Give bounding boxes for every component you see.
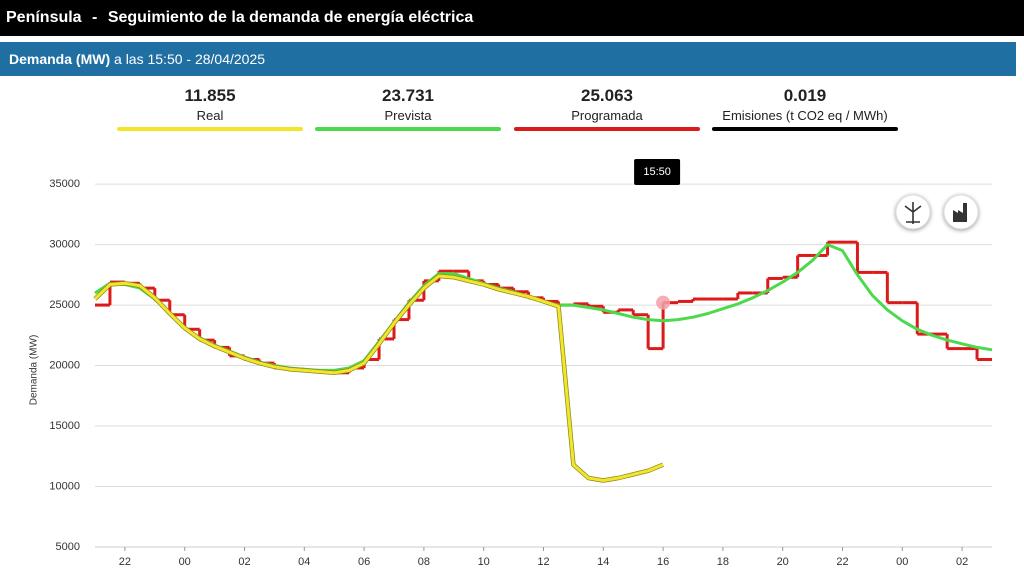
y-tick-label: 15000 (49, 420, 80, 432)
subheader-time: a las 15:50 - 28/04/2025 (114, 51, 266, 67)
subheader: Demanda (MW) a las 15:50 - 28/04/2025 (0, 42, 1016, 76)
summary-item: 23.731 Prevista (315, 86, 501, 131)
summary-swatch (712, 127, 898, 131)
x-tick-label: 14 (597, 556, 609, 568)
subheader-label: Demanda (MW) (9, 51, 111, 67)
summary-item: 0.019 Emisiones (t CO2 eq / MWh) (712, 86, 898, 131)
y-tick-label: 30000 (49, 238, 80, 250)
x-tick-label: 04 (298, 556, 310, 568)
summary-item: 25.063 Programada (514, 86, 700, 131)
header: Península - Seguimiento de la demanda de… (0, 0, 1024, 36)
summary-value: 25.063 (581, 86, 633, 105)
y-tick-label: 25000 (49, 299, 80, 311)
summary-label: Real (196, 108, 224, 123)
wind-button[interactable] (895, 194, 931, 230)
tooltip-text: 15:50 (643, 166, 671, 178)
summary-value: 0.019 (783, 86, 827, 105)
y-tick-label: 10000 (49, 480, 80, 492)
x-tick-label: 16 (657, 556, 669, 568)
x-tick-label: 00 (896, 556, 908, 568)
summary-swatch (514, 127, 700, 131)
x-tick-label: 06 (358, 556, 370, 568)
x-tick-label: 18 (717, 556, 729, 568)
summary-swatch (117, 127, 303, 131)
summary-item: 11.855 Real (117, 86, 303, 131)
summary-swatch (315, 127, 501, 131)
x-tick-label: 10 (478, 556, 490, 568)
region: Península (6, 9, 82, 26)
summary-label: Programada (571, 108, 643, 123)
y-tick-label: 35000 (49, 178, 80, 190)
tooltip-box (634, 159, 681, 185)
y-tick-label: 20000 (49, 359, 80, 371)
hover-marker (656, 295, 671, 310)
y-tick-label: 5000 (56, 541, 80, 553)
x-tick-label: 02 (956, 556, 968, 568)
x-tick-label: 08 (418, 556, 430, 568)
x-tick-label: 22 (119, 556, 131, 568)
wind-icon[interactable] (904, 202, 922, 224)
y-axis-label: Demanda (MW) (29, 335, 40, 406)
summary-label: Emisiones (t CO2 eq / MWh) (722, 108, 888, 123)
summary-value: 11.855 (184, 86, 236, 105)
x-tick-label: 12 (537, 556, 549, 568)
factory-button[interactable] (943, 194, 979, 230)
header-title: Seguimiento de la demanda de energía elé… (107, 9, 474, 26)
separator: - (92, 9, 98, 26)
summary-value: 23.731 (382, 86, 434, 105)
x-tick-label: 02 (238, 556, 250, 568)
line (93, 274, 664, 482)
x-tick-label: 20 (777, 556, 789, 568)
x-tick-label: 00 (179, 556, 191, 568)
summary-label: Prevista (384, 108, 432, 123)
factory-icon[interactable] (953, 203, 967, 222)
x-tick-label: 22 (836, 556, 848, 568)
